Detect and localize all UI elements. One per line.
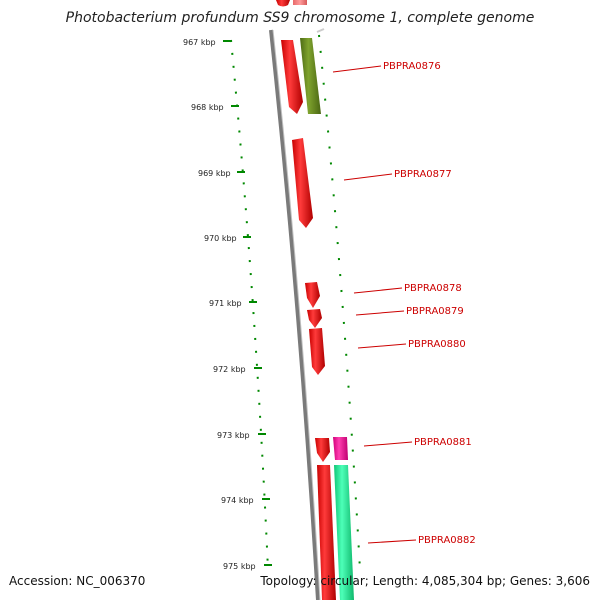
tick-label: 974 kbp (221, 496, 254, 505)
leader-line (332, 65, 382, 73)
tick-label: 968 kbp (191, 103, 224, 112)
gene-top-partial-2[interactable] (293, 0, 307, 5)
gene-arrow-olive[interactable] (300, 38, 321, 114)
gene-labels: PBPRA0876 PBPRA0877 PBPRA0878 PBPRA0879 … (383, 61, 476, 546)
tick-label: 969 kbp (198, 169, 231, 178)
gene-label-pbpra0877[interactable]: PBPRA0877 (394, 169, 452, 180)
label-leaders (332, 65, 417, 544)
tick-marks (223, 40, 272, 566)
gene-arrow-pbpra0876[interactable] (281, 40, 303, 114)
gene-arrow-pink[interactable] (333, 437, 348, 460)
leader-line (353, 287, 403, 294)
gene-arrow-mint[interactable] (334, 465, 354, 600)
gene-label-pbpra0881[interactable]: PBPRA0881 (414, 437, 472, 448)
gene-label-pbpra0879[interactable]: PBPRA0879 (406, 306, 464, 317)
gene-arrow-pbpra0877[interactable] (292, 138, 313, 228)
leader-line (343, 173, 393, 181)
leader-line (367, 539, 417, 544)
gene-label-pbpra0878[interactable]: PBPRA0878 (404, 283, 462, 294)
tick-labels: 967 kbp 968 kbp 969 kbp 970 kbp 971 kbp … (183, 38, 256, 571)
tick-label: 970 kbp (204, 234, 237, 243)
gene-arrow-pbpra0879[interactable] (307, 309, 322, 328)
tick-label: 967 kbp (183, 38, 216, 47)
tick-label: 973 kbp (217, 431, 250, 440)
gene-label-pbpra0876[interactable]: PBPRA0876 (383, 61, 441, 72)
track-end-mark (316, 28, 325, 33)
gene-arrow-pbpra0878[interactable] (305, 282, 320, 308)
genome-info-text: Topology: circular; Length: 4,085,304 bp… (260, 574, 590, 588)
leader-line (363, 441, 413, 447)
leader-line (355, 310, 405, 316)
gene-arrow-pbpra0882[interactable] (317, 465, 336, 600)
gene-top-partial-1[interactable] (276, 0, 290, 7)
chromosome-backbone-highlight (272, 29, 321, 600)
accession-text: Accession: NC_006370 (9, 574, 146, 588)
tick-label: 971 kbp (209, 299, 242, 308)
leader-line (357, 343, 407, 349)
map-title: Photobacterium profundum SS9 chromosome … (65, 10, 535, 26)
gene-arrow-pbpra0880[interactable] (309, 328, 325, 375)
gene-arrow-pbpra0881[interactable] (315, 438, 330, 462)
gene-label-pbpra0882[interactable]: PBPRA0882 (418, 535, 476, 546)
gene-label-pbpra0880[interactable]: PBPRA0880 (408, 339, 466, 350)
tick-label: 975 kbp (223, 562, 256, 571)
gc-skew-track (230, 39, 269, 571)
chromosome-backbone (269, 29, 320, 600)
tick-label: 972 kbp (213, 365, 246, 374)
